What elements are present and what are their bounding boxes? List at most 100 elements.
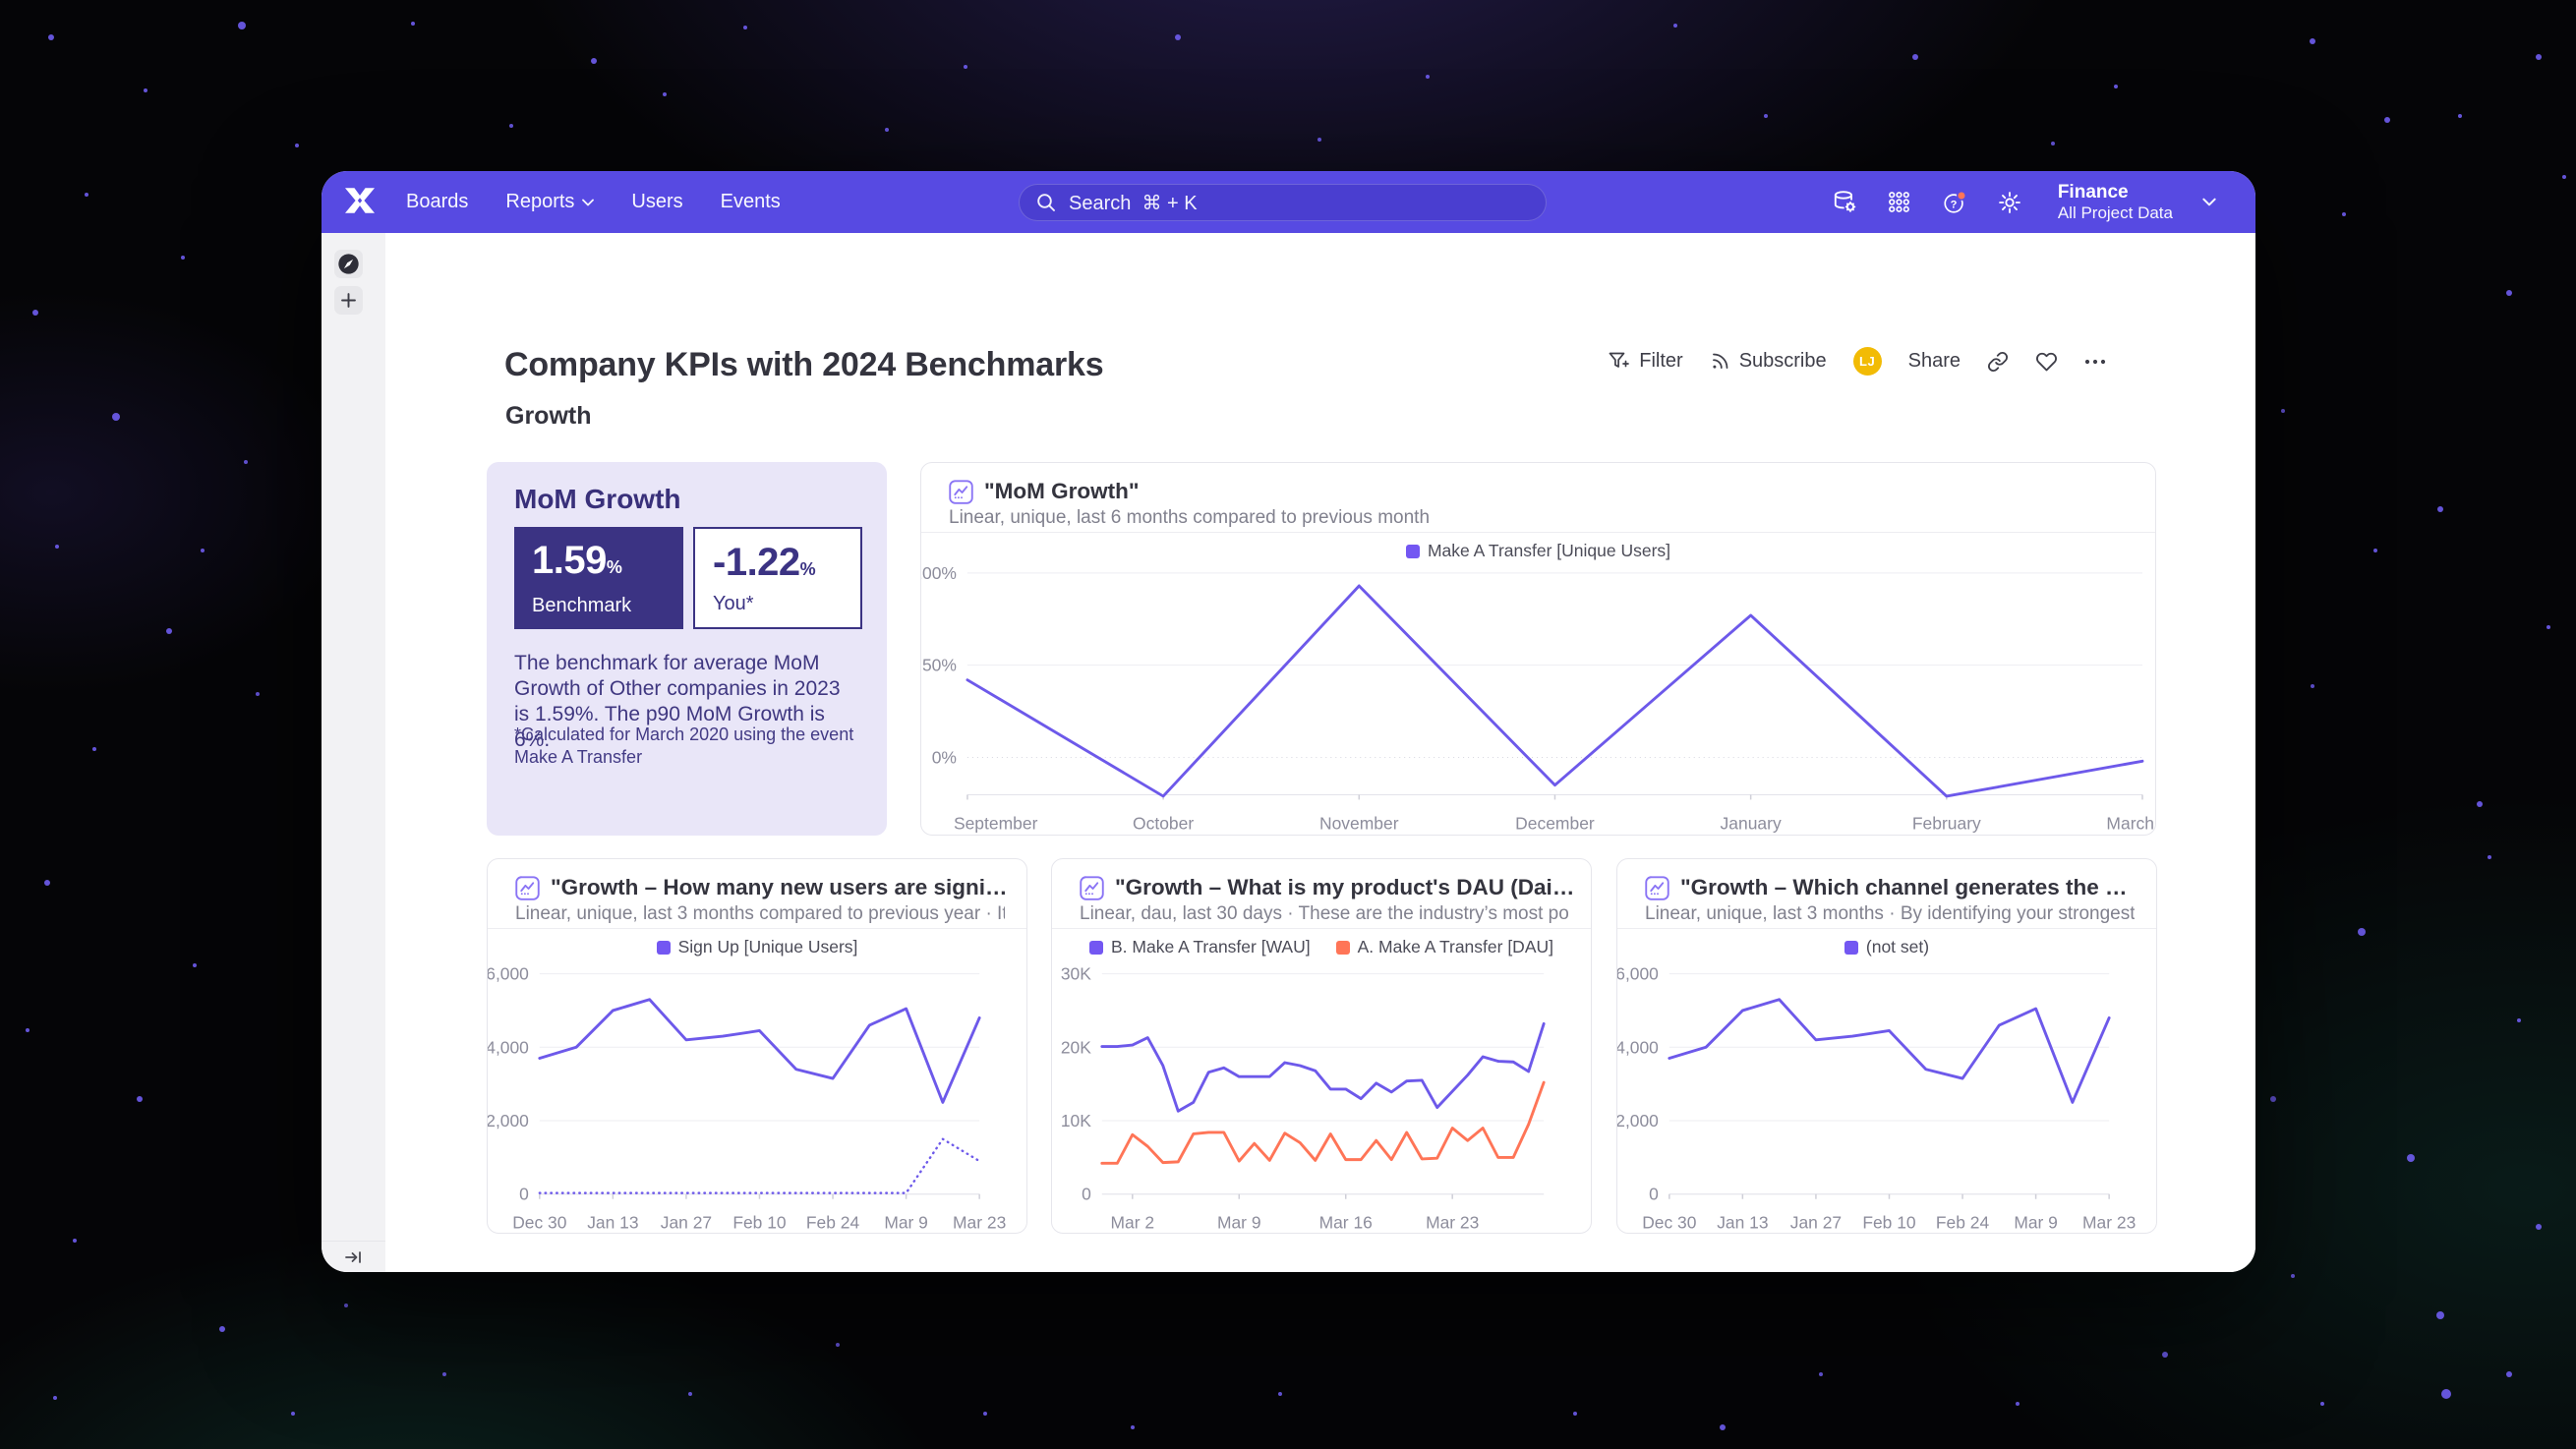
plus-icon <box>341 293 356 308</box>
legend-swatch <box>1335 940 1350 955</box>
legend-swatch <box>1844 940 1858 955</box>
discover-boards-button[interactable] <box>334 250 363 278</box>
copy-link-button[interactable] <box>1987 351 2009 373</box>
filter-label: Filter <box>1639 350 1683 372</box>
filter-button[interactable]: Filter <box>1609 350 1683 373</box>
data-management-icon[interactable] <box>1832 190 1857 215</box>
legend-swatch <box>1405 544 1420 558</box>
svg-text:Mar 16: Mar 16 <box>1319 1213 1373 1233</box>
search-input[interactable]: Search ⌘ + K <box>1019 184 1547 221</box>
svg-text:4,000: 4,000 <box>488 1037 529 1057</box>
report-subtitle: Linear, dau, last 30 days · These are th… <box>1080 903 1569 924</box>
svg-text:0: 0 <box>1082 1185 1091 1204</box>
page-title: Company KPIs with 2024 Benchmarks <box>504 346 1104 383</box>
svg-text:Feb 10: Feb 10 <box>1862 1213 1916 1233</box>
legend-item[interactable]: Make A Transfer [Unique Users] <box>1405 541 1670 561</box>
line-chart-report-icon <box>515 875 540 900</box>
legend-item[interactable]: Sign Up [Unique Users] <box>656 937 857 957</box>
divider <box>1052 928 1591 929</box>
you-label: You* <box>713 593 754 614</box>
share-label: Share <box>1907 350 1961 372</box>
svg-text:0: 0 <box>1649 1185 1659 1204</box>
svg-text:6,000: 6,000 <box>488 964 529 984</box>
svg-text:Jan 13: Jan 13 <box>587 1213 638 1233</box>
legend-item[interactable]: (not set) <box>1844 937 1929 957</box>
chart-legend: Sign Up [Unique Users] <box>488 937 1026 957</box>
svg-text:10K: 10K <box>1061 1111 1091 1130</box>
svg-text:Mar 2: Mar 2 <box>1111 1213 1155 1233</box>
line-chart-report-icon <box>1645 875 1669 900</box>
svg-text:Mar 9: Mar 9 <box>1217 1213 1261 1233</box>
svg-text:Feb 10: Feb 10 <box>732 1213 787 1233</box>
subscribe-button[interactable]: Subscribe <box>1710 350 1827 373</box>
report-title[interactable]: "Growth – How many new users are signing… <box>551 875 1013 899</box>
svg-text:Dec 30: Dec 30 <box>512 1213 567 1233</box>
svg-text:Jan 13: Jan 13 <box>1717 1213 1768 1233</box>
project-switcher[interactable]: Finance All Project Data <box>2058 182 2173 222</box>
app-window: Boards Reports Users Events Search ⌘ + K… <box>322 171 2255 1272</box>
benchmark-footnote: *Calculated for March 2020 using the eve… <box>514 724 854 767</box>
benchmark-value-box: 1.59% Benchmark <box>514 527 683 629</box>
nav-item-boards[interactable]: Boards <box>406 191 468 213</box>
line-chart-report-icon <box>949 479 973 504</box>
nav-item-users[interactable]: Users <box>631 191 682 213</box>
nav-item-label: Events <box>720 191 781 212</box>
svg-text:January: January <box>1721 813 1782 833</box>
funnel-plus-icon <box>1609 352 1630 368</box>
svg-text:4,000: 4,000 <box>1617 1037 1659 1057</box>
report-title[interactable]: "MoM Growth" <box>984 479 1140 503</box>
svg-text:30K: 30K <box>1061 964 1091 984</box>
report-subtitle: Linear, unique, last 6 months compared t… <box>949 507 1431 528</box>
help-icon[interactable]: ? <box>1942 190 1967 215</box>
svg-text:Dec 30: Dec 30 <box>1642 1213 1697 1233</box>
svg-text:2,000: 2,000 <box>488 1111 529 1130</box>
navbar-right: ? Finance All Project Data <box>1832 171 2216 233</box>
report-card-dau[interactable]: "Growth – What is my product's DAU (Dail… <box>1051 858 1592 1234</box>
apps-grid-icon[interactable] <box>1887 190 1912 215</box>
report-title[interactable]: "Growth – Which channel generates the mo… <box>1680 875 2142 899</box>
you-unit: % <box>799 559 816 579</box>
nav-item-label: Boards <box>406 191 469 212</box>
report-title[interactable]: "Growth – What is my product's DAU (Dail… <box>1115 875 1577 899</box>
expand-sidebar-button[interactable] <box>322 1241 385 1272</box>
search-placeholder: Search ⌘ + K <box>1069 192 1198 214</box>
line-chart-report-icon <box>1080 875 1104 900</box>
svg-text:Mar 23: Mar 23 <box>2082 1213 2136 1233</box>
svg-text:November: November <box>1319 813 1399 833</box>
settings-gear-icon[interactable] <box>1997 190 2022 215</box>
nav-item-events[interactable]: Events <box>721 191 781 213</box>
avatar[interactable]: LJ <box>1852 347 1882 376</box>
report-card-channels[interactable]: "Growth – Which channel generates the mo… <box>1616 858 2157 1234</box>
chart-legend: Make A Transfer [Unique Users] <box>921 541 2155 561</box>
svg-text:Mar 9: Mar 9 <box>884 1213 928 1233</box>
chart-legend: (not set) <box>1617 937 2156 957</box>
add-board-button[interactable] <box>334 286 363 315</box>
svg-text:September: September <box>954 813 1038 833</box>
svg-text:100%: 100% <box>921 563 957 583</box>
main-nav: Boards Reports Users Events <box>406 171 781 233</box>
svg-text:Jan 27: Jan 27 <box>661 1213 712 1233</box>
report-card-signups[interactable]: "Growth – How many new users are signing… <box>487 858 1027 1234</box>
nav-item-label: Users <box>631 191 683 212</box>
svg-text:2,000: 2,000 <box>1617 1111 1659 1130</box>
benchmark-card[interactable]: MoM Growth 1.59% Benchmark -1.22% You* T… <box>487 462 887 836</box>
chevron-down-icon <box>2202 198 2216 206</box>
svg-text:March: March <box>2106 813 2154 833</box>
legend-item[interactable]: B. Make A Transfer [WAU] <box>1089 937 1311 957</box>
svg-text:Mar 23: Mar 23 <box>1426 1213 1479 1233</box>
project-data-view: All Project Data <box>2057 203 2173 222</box>
benchmark-card-title: MoM Growth <box>514 484 681 514</box>
heart-icon <box>2036 352 2057 371</box>
svg-text:October: October <box>1133 813 1194 833</box>
nav-item-reports[interactable]: Reports <box>505 191 595 213</box>
report-card-mom-growth[interactable]: "MoM Growth" Linear, unique, last 6 mont… <box>920 462 2156 836</box>
more-options-button[interactable] <box>2084 359 2106 365</box>
svg-text:0: 0 <box>519 1185 529 1204</box>
favorite-button[interactable] <box>2035 351 2058 373</box>
compass-icon <box>338 254 359 274</box>
legend-item[interactable]: A. Make A Transfer [DAU] <box>1335 937 1553 957</box>
rss-icon <box>1712 353 1728 369</box>
share-button[interactable]: Share <box>1908 350 1961 373</box>
mixpanel-logo-icon[interactable] <box>345 188 375 213</box>
you-value-box: -1.22% You* <box>693 527 862 629</box>
